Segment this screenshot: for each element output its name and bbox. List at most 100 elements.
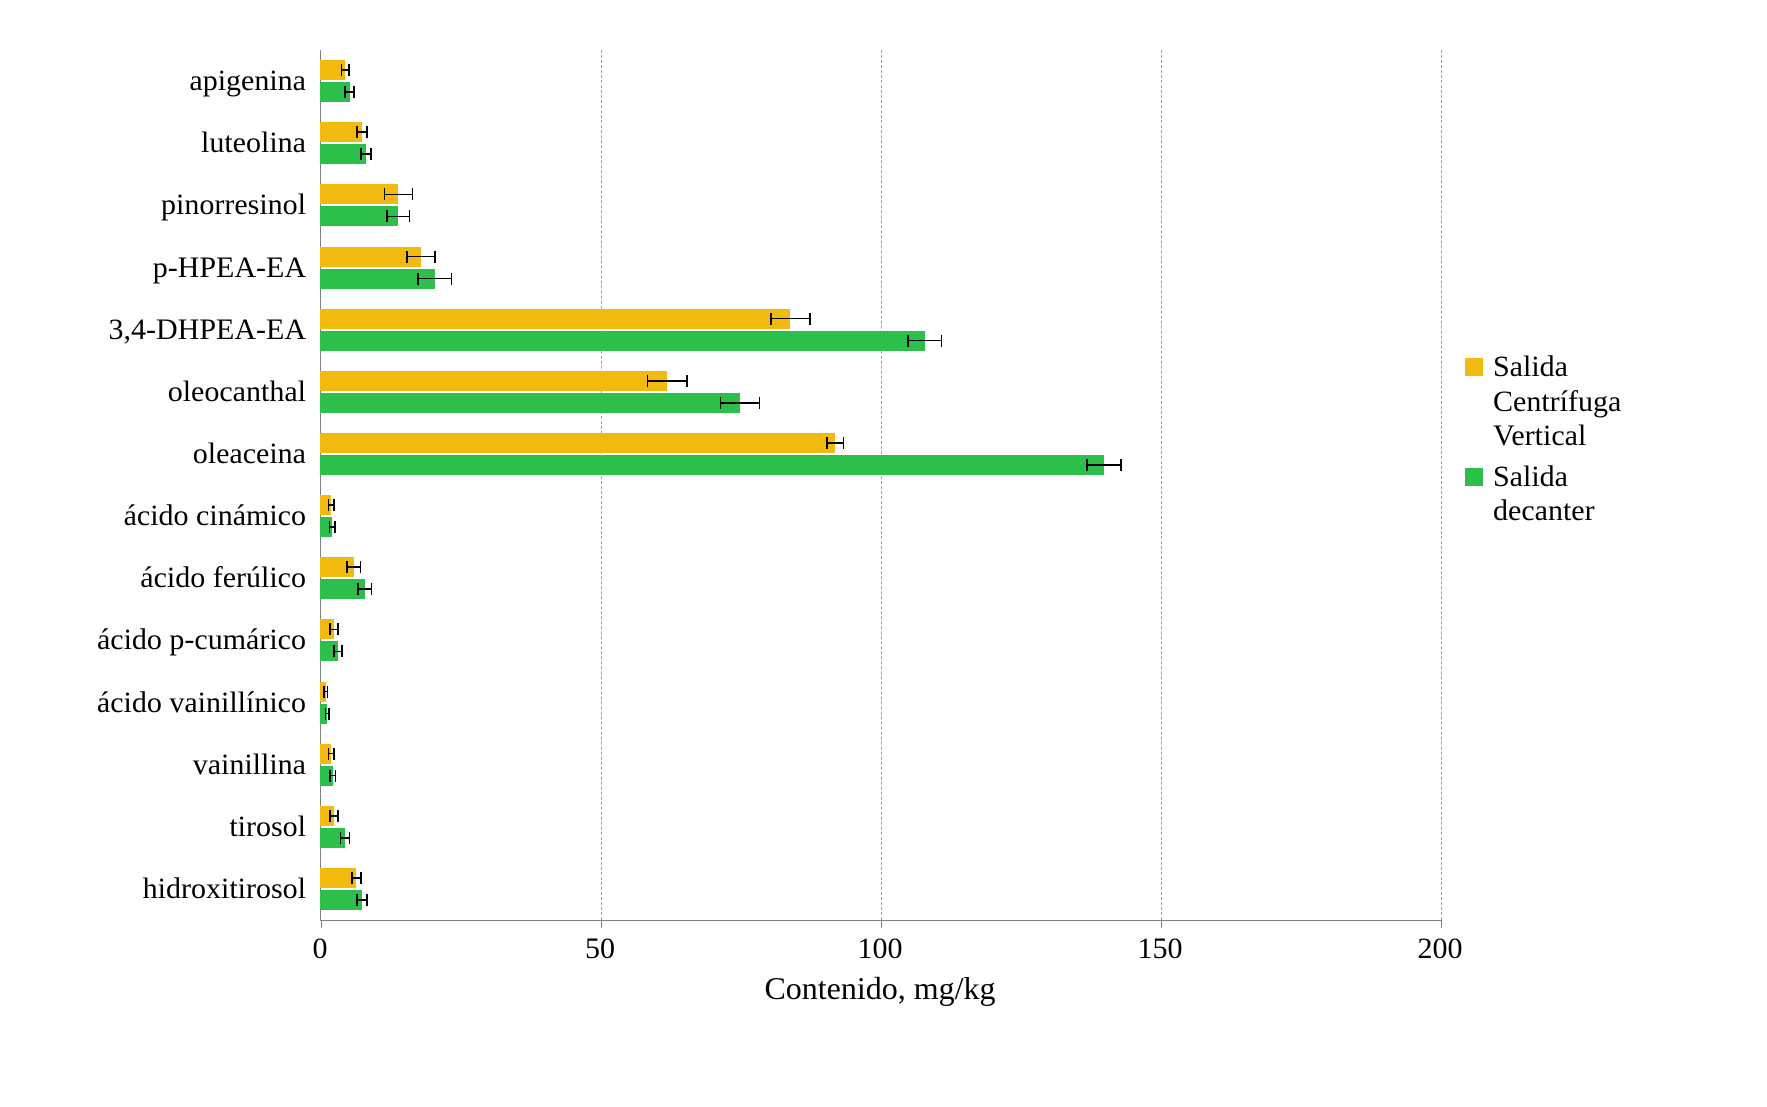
- error-bar-cap: [329, 810, 331, 822]
- x-tick-label: 100: [858, 932, 903, 966]
- error-bar: [358, 588, 371, 590]
- error-bar: [648, 380, 687, 382]
- x-tick-mark: [881, 920, 882, 928]
- error-bar-cap: [370, 148, 372, 160]
- y-category-label: ácido cinámico: [124, 499, 306, 533]
- error-bar-cap: [348, 64, 350, 76]
- legend-label-line: Centrífuga: [1493, 385, 1621, 420]
- gridline: [881, 50, 882, 920]
- error-bar-cap: [341, 645, 343, 657]
- y-category-label: pinorresinol: [161, 188, 306, 222]
- gridline: [601, 50, 602, 920]
- error-bar: [347, 566, 360, 568]
- gridline: [1441, 50, 1442, 920]
- error-bar-cap: [1120, 459, 1122, 471]
- y-category-label: hidroxitirosol: [143, 872, 306, 906]
- legend-entry: SalidaCentrífugaVertical: [1465, 350, 1621, 454]
- error-bar-cap: [384, 188, 386, 200]
- legend-label: Salidadecanter: [1493, 460, 1595, 529]
- error-bar-cap: [344, 86, 346, 98]
- y-category-label: tirosol: [229, 810, 306, 844]
- bar-centrifuga: [320, 309, 790, 329]
- error-bar-cap: [356, 126, 358, 138]
- error-bar-cap: [759, 397, 761, 409]
- error-bar-cap: [329, 521, 331, 533]
- error-bar: [771, 318, 810, 320]
- error-bar-cap: [328, 708, 330, 720]
- y-category-label: oleocanthal: [168, 375, 306, 409]
- x-tick-mark: [1161, 920, 1162, 928]
- error-bar-cap: [360, 148, 362, 160]
- error-bar-cap: [333, 748, 335, 760]
- error-bar-cap: [337, 623, 339, 635]
- error-bar-cap: [360, 872, 362, 884]
- x-tick-label: 200: [1418, 932, 1463, 966]
- error-bar-cap: [329, 623, 331, 635]
- error-bar-cap: [357, 583, 359, 595]
- error-bar-cap: [843, 437, 845, 449]
- error-bar: [407, 256, 435, 258]
- bar-centrifuga: [320, 433, 835, 453]
- y-category-label: ácido vainillínico: [97, 686, 306, 720]
- error-bar-cap: [826, 437, 828, 449]
- error-bar-cap: [409, 210, 411, 222]
- x-axis-title: Contenido, mg/kg: [764, 970, 995, 1007]
- error-bar-cap: [341, 64, 343, 76]
- error-bar-cap: [366, 894, 368, 906]
- error-bar-cap: [366, 126, 368, 138]
- x-tick-label: 0: [313, 932, 328, 966]
- error-bar-cap: [333, 645, 335, 657]
- error-bar: [827, 442, 844, 444]
- error-bar-cap: [340, 832, 342, 844]
- error-bar-cap: [941, 335, 943, 347]
- error-bar-cap: [327, 686, 329, 698]
- legend-swatch: [1465, 468, 1483, 486]
- y-category-label: ácido p-cumárico: [97, 623, 306, 657]
- y-category-label: 3,4-DHPEA-EA: [109, 313, 306, 347]
- error-bar: [720, 402, 759, 404]
- error-bar-cap: [371, 583, 373, 595]
- legend-entry: Salidadecanter: [1465, 460, 1621, 529]
- error-bar-cap: [809, 313, 811, 325]
- error-bar-cap: [406, 251, 408, 263]
- legend-label-line: decanter: [1493, 494, 1595, 529]
- error-bar-cap: [353, 86, 355, 98]
- error-bar-cap: [356, 894, 358, 906]
- legend-label-line: Vertical: [1493, 419, 1621, 454]
- bar-decanter: [320, 144, 366, 164]
- error-bar-cap: [360, 561, 362, 573]
- error-bar-cap: [328, 748, 330, 760]
- error-bar-cap: [346, 561, 348, 573]
- error-bar: [384, 194, 412, 196]
- legend-label: SalidaCentrífugaVertical: [1493, 350, 1621, 454]
- plot-area: [320, 50, 1441, 921]
- error-bar-cap: [686, 375, 688, 387]
- error-bar-cap: [434, 251, 436, 263]
- y-category-label: luteolina: [201, 126, 306, 160]
- error-bar: [387, 216, 409, 218]
- error-bar-cap: [907, 335, 909, 347]
- error-bar-cap: [328, 499, 330, 511]
- x-tick-label: 50: [585, 932, 615, 966]
- error-bar: [418, 278, 452, 280]
- error-bar-cap: [770, 313, 772, 325]
- legend-swatch: [1465, 358, 1483, 376]
- error-bar-cap: [329, 770, 331, 782]
- x-tick-mark: [601, 920, 602, 928]
- error-bar: [1087, 464, 1121, 466]
- y-category-label: p-HPEA-EA: [153, 251, 306, 285]
- error-bar: [908, 340, 942, 342]
- error-bar-cap: [325, 708, 327, 720]
- x-tick-label: 150: [1138, 932, 1183, 966]
- y-category-label: ácido ferúlico: [140, 561, 306, 595]
- x-tick-mark: [321, 920, 322, 928]
- error-bar-cap: [351, 872, 353, 884]
- y-category-label: oleaceina: [193, 437, 306, 471]
- legend-label-line: Salida: [1493, 460, 1595, 495]
- bar-decanter: [320, 331, 925, 351]
- error-bar-cap: [334, 521, 336, 533]
- error-bar-cap: [333, 499, 335, 511]
- bar-centrifuga: [320, 371, 667, 391]
- error-bar-cap: [335, 770, 337, 782]
- y-category-label: vainillina: [193, 748, 306, 782]
